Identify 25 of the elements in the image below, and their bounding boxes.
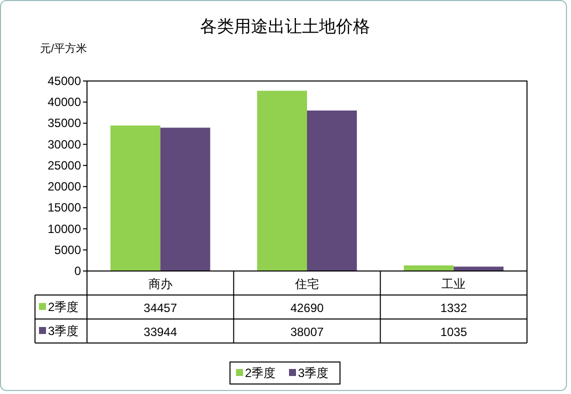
x-tick-label: 商办 [148,277,172,291]
y-tick-label: 5000 [54,242,82,257]
legend-label: 2季度 [48,300,79,314]
y-axis-title: 元/平方米 [40,42,88,55]
y-tick-label: 20000 [48,180,82,194]
text: 3季度 [48,324,79,338]
x-tick-label: 住宅 [294,277,319,291]
data-label: 1332 [440,301,468,315]
y-tick-label: 40000 [48,95,82,110]
y-tick-label: 15000 [48,200,82,215]
data-label: 33944 [144,325,178,339]
text: 2季度 [245,366,276,380]
data-label: 34457 [144,301,178,315]
data-label: 42690 [290,301,324,315]
y-tick-label: 25000 [48,158,82,172]
data-label: 38007 [290,325,324,339]
y-tick-label: 0 [74,264,82,278]
y-tick-label: 35000 [48,116,82,130]
y-tick-label: 30000 [48,137,82,152]
data-label: 1035 [440,325,468,339]
x-tick-label: 工业 [442,277,466,291]
y-tick-label: 45000 [48,74,82,88]
chart-title: 各类用途出让土地价格 [200,17,370,36]
y-tick-label: 10000 [48,222,82,236]
legend-label: 3季度 [298,366,329,380]
